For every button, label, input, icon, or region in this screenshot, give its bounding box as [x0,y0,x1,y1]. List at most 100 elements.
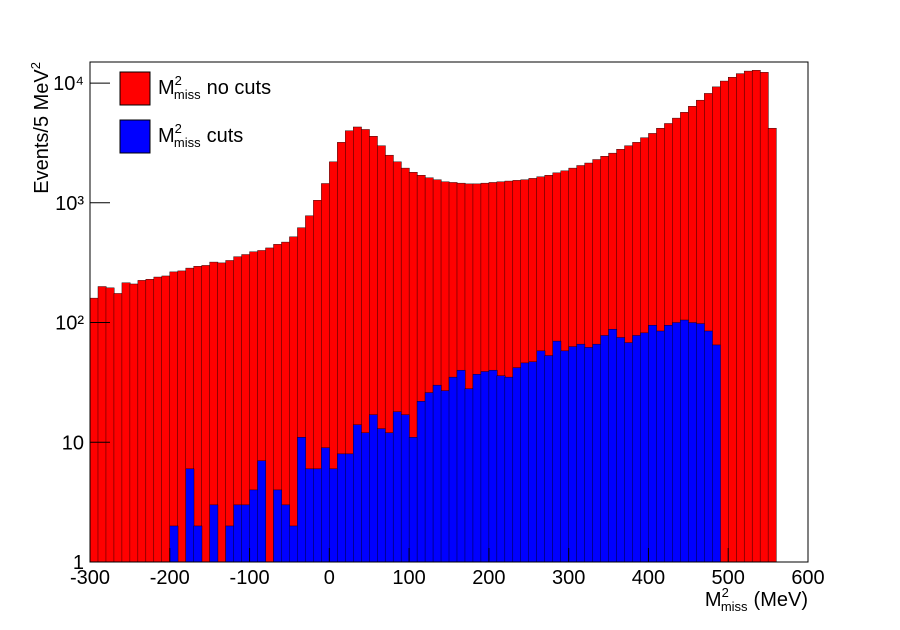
histogram-bar [664,325,673,563]
histogram-bar [185,468,195,563]
histogram-bar [608,328,618,563]
y-tick-label: 10² [55,313,84,335]
histogram-bar [400,414,410,563]
legend-swatch [119,71,151,106]
histogram-bar [225,260,235,563]
histogram-bar [369,414,378,563]
histogram-bar [584,347,594,563]
histogram-bar [751,70,761,563]
histogram-bar [743,70,753,563]
histogram-bar [209,504,219,563]
histogram-bar [648,325,657,563]
legend-sub: miss [174,87,201,102]
histogram-bar [688,322,697,563]
histogram-bar [520,362,530,563]
histogram-bar [169,525,179,563]
histogram-bar [169,271,179,563]
histogram-bar [137,280,147,563]
y-tick-label: 1 [73,552,84,574]
histogram-bar [600,335,610,563]
histogram-bar [656,330,665,563]
histogram-bar [672,322,681,563]
histogram-bar [759,72,769,563]
histogram-bar [712,344,721,563]
histogram-bar [353,424,362,563]
histogram-bar [345,453,354,563]
histogram-bar [193,266,203,563]
histogram-bar [161,275,171,563]
histogram-bar [241,504,251,563]
histogram-bar [377,428,386,563]
x-tick-label: 400 [632,567,665,589]
x-tick-label: 100 [392,567,425,589]
histogram-bar [193,525,203,563]
histogram-bar [129,283,139,563]
histogram-bar [249,489,259,563]
x-label-sub: miss [721,599,748,614]
histogram-bar [321,447,330,563]
histogram-bar [560,350,570,563]
histogram-bar [736,73,745,563]
x-label-sup: 2 [722,585,729,600]
histogram-bar [384,432,394,563]
histogram-bar [536,350,546,563]
histogram-bar [632,335,641,563]
legend-label: M2 miss cuts [158,121,243,150]
histogram-bar [408,437,418,563]
histogram-bar [265,247,274,563]
legend-name: cuts [207,125,244,147]
legend-sup: 2 [175,121,182,136]
histogram-bar [297,437,306,563]
histogram-bar [640,332,649,563]
histogram-bar [145,279,155,563]
legend-symbol: M [158,125,175,147]
histogram-bar [456,369,466,563]
histogram-bar [720,80,729,563]
histogram-bar [313,468,322,563]
histogram-bar [289,236,298,563]
x-tick-label: 0 [324,567,335,589]
histogram-bar [105,287,115,563]
histogram-bar [568,346,578,563]
histogram-bar [89,297,99,563]
y-tick-label: 10⁴ [53,73,84,95]
histogram-bar [217,262,227,563]
x-tick-label: -100 [230,567,270,589]
histogram-bar [329,468,338,563]
legend-swatch [119,119,151,154]
histogram-bar [680,319,689,563]
histogram-bar [281,504,290,563]
y-tick-label: 10³ [55,193,84,215]
histogram-bar [616,337,626,563]
legend-sup: 2 [175,73,182,88]
histogram-bar [273,489,282,563]
histogram-bar [225,525,235,563]
histogram-bar [416,401,426,563]
histogram-bar [440,390,450,563]
x-tick-label: 500 [712,567,745,589]
histogram-bar [97,286,107,563]
histogram-bar [496,375,506,563]
histogram-bar [472,374,482,563]
histogram-bar [488,369,498,563]
x-tick-label: 200 [472,567,505,589]
histogram-bar [113,293,123,563]
legend-name: no cuts [207,77,271,99]
histogram-bar [480,371,490,563]
histogram-bar [153,276,163,563]
histogram-bar [361,432,370,563]
histogram-bar [528,361,538,563]
x-tick-label: 300 [552,567,585,589]
x-tick-label: 600 [791,567,824,589]
x-tick-label: -300 [70,567,110,589]
y-tick-label: 10 [62,432,84,454]
y-label-text: Events/5 MeV [31,69,53,194]
histogram-bar [448,376,458,563]
x-label-unit: (MeV) [754,589,808,611]
histogram-bar [576,343,586,563]
histogram-bar [464,388,474,563]
histogram-bar [305,468,314,563]
histogram-bar [544,355,554,563]
